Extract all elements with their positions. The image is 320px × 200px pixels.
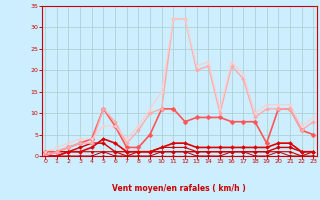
X-axis label: Vent moyen/en rafales ( km/h ): Vent moyen/en rafales ( km/h ) bbox=[112, 184, 246, 193]
